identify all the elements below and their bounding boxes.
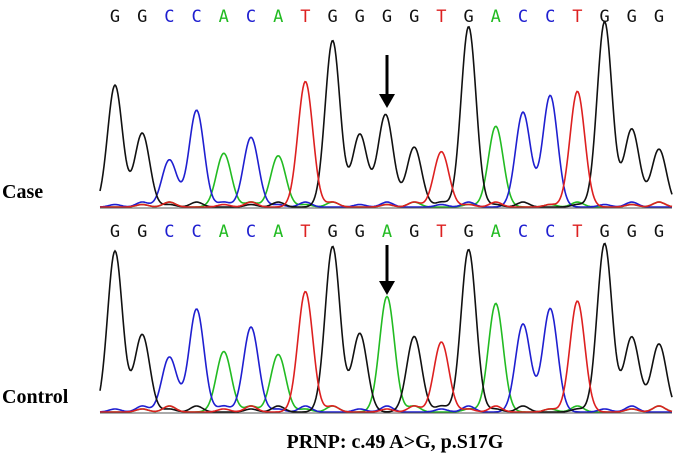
case-mutation-arrow (379, 55, 395, 108)
base-letter: C (246, 7, 256, 27)
base-letter: C (191, 7, 201, 27)
base-letter: A (273, 222, 283, 242)
base-letter: T (572, 222, 582, 242)
base-letter: T (300, 7, 310, 27)
base-letter: C (191, 222, 201, 242)
base-letter: A (219, 222, 229, 242)
base-letter: G (382, 7, 392, 27)
trace-c (99, 307, 672, 413)
control-trace (99, 242, 673, 414)
base-letter: G (355, 222, 365, 242)
base-letter: G (110, 222, 120, 242)
base-letter: A (491, 7, 501, 27)
case-label: Case (2, 181, 43, 203)
base-letter: G (355, 7, 365, 27)
base-letter: G (409, 7, 419, 27)
base-letter: A (219, 7, 229, 27)
base-letter: T (572, 7, 582, 27)
base-letter: T (436, 7, 446, 27)
base-letter: G (599, 222, 609, 242)
trace-g (99, 242, 673, 413)
base-letter: C (518, 7, 528, 27)
base-letter: G (463, 222, 473, 242)
base-letter: G (654, 222, 664, 242)
base-letter: C (545, 7, 555, 27)
base-letter: G (327, 222, 337, 242)
base-letter: T (436, 222, 446, 242)
trace-t (100, 290, 673, 413)
base-letter: G (463, 7, 473, 27)
base-letter: G (599, 7, 609, 27)
base-letter: C (246, 222, 256, 242)
base-letter: C (518, 222, 528, 242)
control-label: Control (2, 386, 69, 408)
base-letter: A (273, 7, 283, 27)
base-letter: C (545, 222, 555, 242)
trace-g (99, 20, 673, 208)
case-trace (99, 20, 673, 209)
base-letter: T (300, 222, 310, 242)
control-mutation-arrow (379, 245, 395, 295)
trace-c (99, 94, 672, 208)
base-letter: G (137, 7, 147, 27)
figure-caption: PRNP: c.49 A>G, p.S17G (287, 431, 504, 453)
base-letter: A (491, 222, 501, 242)
base-letter: G (110, 7, 120, 27)
base-letter: G (409, 222, 419, 242)
base-letter: G (327, 7, 337, 27)
base-letter: C (164, 7, 174, 27)
base-letter: G (654, 7, 664, 27)
base-letter: G (627, 222, 637, 242)
base-letter: A (382, 222, 392, 242)
base-letter: G (627, 7, 637, 27)
trace-t (100, 80, 673, 208)
base-letter: G (137, 222, 147, 242)
base-letter: C (164, 222, 174, 242)
